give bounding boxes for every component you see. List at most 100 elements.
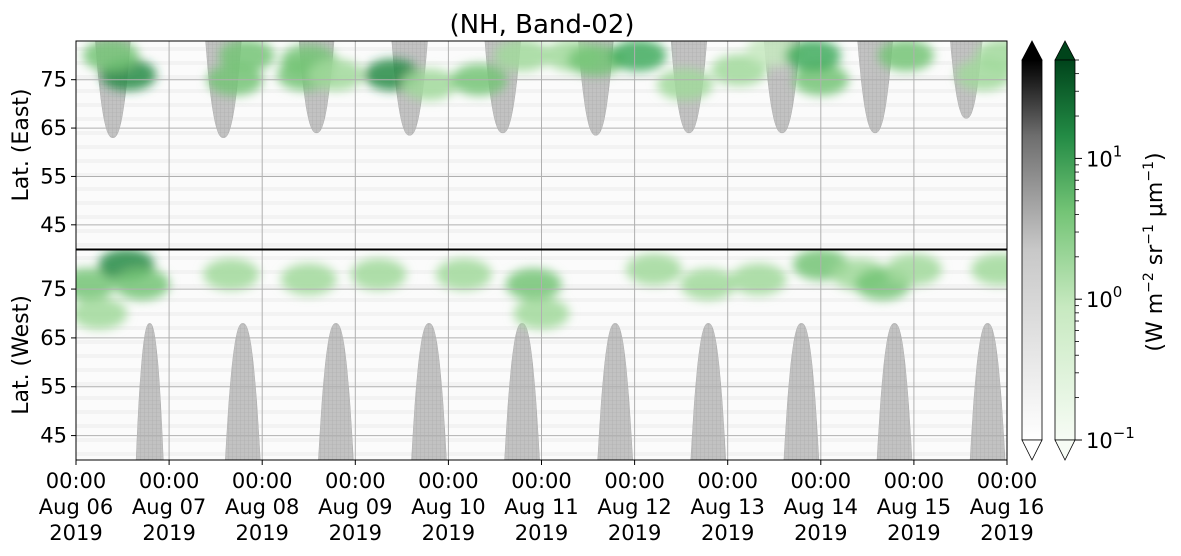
x-tick-label: 2019: [608, 521, 661, 545]
x-tick-label: Aug 09: [318, 495, 392, 519]
x-tick-label: 2019: [515, 521, 568, 545]
x-tick-label: Aug 16: [970, 495, 1044, 519]
panel-west: 75 65 55 45 Lat. (West): [9, 249, 1008, 461]
night-mask-lobe: [969, 323, 1006, 460]
x-tick-label: 00:00: [697, 469, 758, 493]
night-mask-lobe: [783, 323, 820, 460]
night-mask-lobe: [876, 323, 913, 460]
x-tick-label: 00:00: [139, 469, 200, 493]
radiance-blob: [203, 258, 260, 291]
colorbar-green-extend-max: [1054, 40, 1076, 61]
chart-title: (NH, Band-02): [449, 10, 634, 40]
radiance-blob: [494, 41, 551, 72]
y-tick-label: 75: [40, 68, 67, 92]
radiance-blob: [785, 41, 841, 72]
radiance-blob: [505, 268, 562, 301]
x-tick-label: 00:00: [511, 469, 572, 493]
west-night-mask: [135, 323, 1006, 460]
west-radiance-field: [76, 250, 1007, 330]
x-tick-label: 2019: [329, 521, 382, 545]
east-y-ticks: 45 55 65 75: [40, 68, 76, 237]
x-tick-label: Aug 11: [504, 495, 578, 519]
radiance-blob: [401, 68, 457, 101]
colorbar-gray-extend-min: [1021, 439, 1043, 461]
x-tick-label: 00:00: [418, 469, 479, 493]
x-tick-label: 2019: [422, 521, 475, 545]
x-tick-label: 2019: [794, 521, 847, 545]
y-tick-label: 55: [40, 375, 67, 399]
radiance-blob: [280, 263, 337, 296]
night-mask-lobe: [597, 323, 633, 460]
x-tick-label: 2019: [49, 521, 102, 545]
radiance-blob: [971, 253, 1007, 286]
radiance-blob: [113, 268, 170, 301]
radiance-blob: [657, 68, 713, 101]
radiance-blob: [711, 54, 768, 86]
colorbar-gray-extend-max: [1021, 40, 1043, 61]
x-tick-label: 2019: [235, 521, 288, 545]
night-mask-lobe: [225, 323, 261, 460]
x-tick-label: Aug 06: [39, 495, 113, 519]
y-tick-label: 55: [40, 164, 67, 188]
colorbar-green-body: [1054, 59, 1076, 441]
x-tick-label: Aug 10: [411, 495, 485, 519]
x-tick-label: Aug 07: [132, 495, 206, 519]
radiance-blob: [218, 41, 275, 72]
x-tick-label: 00:00: [977, 469, 1038, 493]
radiance-blob: [435, 258, 492, 291]
x-tick-label: Aug 14: [784, 495, 858, 519]
radiance-blob: [975, 41, 1007, 72]
west-y-axis-label: Lat. (West): [9, 295, 34, 415]
colorbar-gray-body: [1021, 59, 1043, 441]
colorbar-tick-label: 100: [1086, 283, 1122, 312]
y-tick-label: 65: [40, 326, 67, 350]
x-tick-label: 00:00: [232, 469, 293, 493]
night-mask-lobe: [690, 323, 727, 460]
x-tick-label: Aug 12: [597, 495, 671, 519]
x-tick-label: 2019: [701, 521, 754, 545]
x-tick-label: 00:00: [884, 469, 945, 493]
east-radiance-field: [82, 41, 1007, 101]
radiance-blob: [76, 268, 116, 301]
radiance-blob: [82, 41, 139, 72]
x-tick-label: Aug 08: [225, 495, 299, 519]
radiance-blob: [626, 253, 682, 286]
radiance-blob: [878, 41, 935, 72]
colorbar-green: 101 100 10−1 (W m−2 sr−1 μm−1): [1054, 40, 1168, 461]
colorbar-label: (W m−2 sr−1 μm−1): [1141, 152, 1168, 351]
x-tick-label: Aug 13: [690, 495, 764, 519]
y-tick-label: 75: [40, 277, 67, 301]
radiance-blob: [610, 41, 667, 72]
colorbar-tick-label: 10−1: [1086, 424, 1135, 453]
east-gridlines: [75, 41, 1008, 249]
colorbar-green-extend-min: [1054, 439, 1076, 461]
x-tick-label: 00:00: [46, 469, 107, 493]
night-mask-lobe: [318, 323, 354, 460]
y-tick-label: 45: [40, 424, 67, 448]
night-mask-lobe: [411, 323, 447, 460]
radiance-blob: [307, 58, 364, 91]
radiance-blob: [76, 297, 128, 330]
radiance-blob: [350, 258, 407, 291]
x-tick-label: 00:00: [791, 469, 852, 493]
radiance-blob: [730, 263, 787, 296]
y-tick-label: 45: [40, 213, 67, 237]
panel-east: 45 55 65 75 Lat. (East): [9, 40, 1008, 250]
colorbar-tick-label: 101: [1086, 142, 1122, 171]
y-tick-label: 65: [40, 116, 67, 140]
x-tick-label: 00:00: [604, 469, 665, 493]
x-tick-label: Aug 15: [877, 495, 951, 519]
radiance-blob: [567, 44, 624, 77]
west-y-ticks: 75 65 55 45: [40, 277, 76, 448]
colorbar-gray: [1021, 40, 1043, 461]
x-tick-label: 2019: [142, 521, 195, 545]
night-mask-lobe: [135, 323, 164, 460]
x-tick-label: 2019: [980, 521, 1033, 545]
east-y-axis-label: Lat. (East): [9, 89, 34, 202]
x-tick-label: 00:00: [325, 469, 386, 493]
colorbar-green-ticks: 101 100 10−1: [1075, 59, 1135, 453]
radiance-blob: [680, 268, 737, 301]
x-tick-label: 2019: [887, 521, 940, 545]
